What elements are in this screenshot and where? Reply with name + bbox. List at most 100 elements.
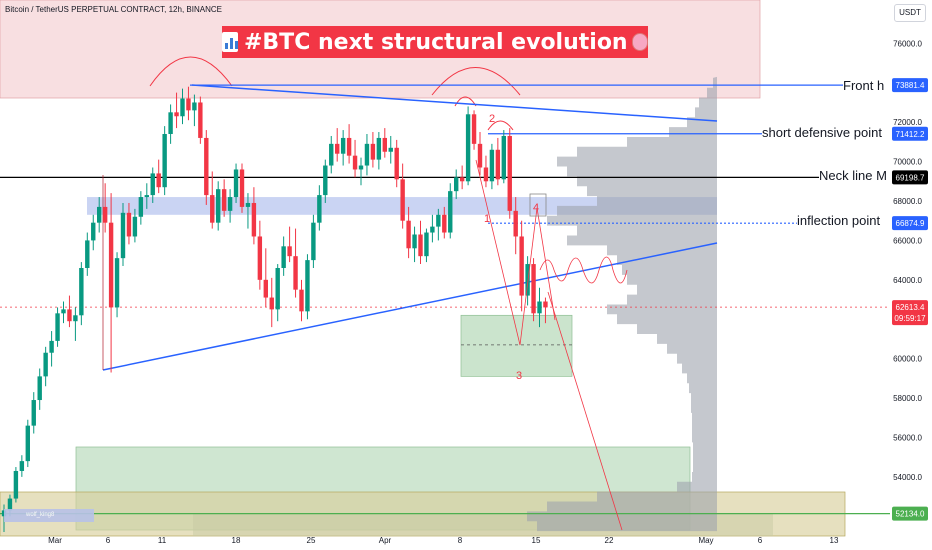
bar-chart-icon: [222, 32, 238, 52]
candle-body-28: [168, 112, 173, 134]
candle-body-78: [465, 114, 471, 182]
candle-body-67: [400, 179, 405, 221]
y-tick-66000: 66000.0: [893, 236, 922, 245]
currency-button[interactable]: USDT: [894, 4, 926, 22]
candle-body-31: [186, 98, 191, 111]
candle-body-91: [543, 301, 548, 308]
candle-body-90: [537, 301, 542, 314]
arc-wave2: [487, 120, 514, 131]
descending-trendline: [191, 84, 718, 122]
candle-body-32: [192, 102, 197, 111]
x-tick-10: 6: [758, 536, 763, 545]
candle-body-0: [1, 510, 7, 517]
price-tag-bg-4: [892, 300, 928, 315]
candle-body-88: [525, 264, 530, 296]
candle-body-60: [358, 165, 364, 170]
wave3-target-zone: [460, 314, 573, 377]
chart-title-banner: #BTC next structural evolution: [222, 26, 648, 58]
candle-body-86: [513, 210, 518, 237]
candle-body-83: [495, 149, 501, 180]
candle-body-37: [221, 189, 227, 211]
price-tag-0: 73881.4: [896, 81, 925, 90]
candle-body-1: [7, 498, 13, 511]
price-tag-3: 66874.9: [896, 219, 925, 228]
chart-title: #BTC next structural evolution: [243, 29, 628, 55]
y-tick-72000: 72000.0: [893, 118, 922, 127]
candle-body-17: [102, 206, 108, 223]
candle-body-52: [311, 222, 316, 261]
candle-body-85: [507, 135, 512, 211]
candle-body-63: [376, 137, 382, 160]
candle-body-18: [108, 222, 114, 308]
y-tick-60000: 60000.0: [893, 355, 922, 364]
candle-body-51: [305, 260, 310, 312]
candle-body-57: [340, 137, 346, 154]
wave-oscillation: [539, 256, 628, 284]
candle-body-62: [370, 143, 376, 160]
price-tag-bg-0: [892, 78, 928, 93]
candle-body-61: [364, 143, 370, 166]
candle-body-20: [120, 212, 126, 259]
candle-body-8: [49, 340, 54, 353]
candle-body-79: [471, 114, 477, 144]
level-label-short-defensive: short defensive point: [762, 125, 882, 140]
candle-body-29: [174, 112, 179, 117]
arc-right-top: [431, 67, 521, 96]
candle-body-45: [269, 297, 274, 310]
candle-body-36: [216, 189, 221, 223]
candle-body-82: [489, 149, 495, 182]
wave-label-4: 4: [533, 202, 539, 214]
y-tick-68000: 68000.0: [893, 197, 922, 206]
candle-body-49: [293, 256, 298, 290]
y-tick-70000: 70000.0: [893, 158, 922, 167]
candle-body-66: [394, 147, 399, 180]
candle-body-33: [198, 102, 203, 138]
candle-body-44: [263, 279, 268, 298]
level-label-neck-line: Neck line M: [819, 168, 887, 183]
symbol-header[interactable]: Bitcoin / TetherUS PERPETUAL CONTRACT, 1…: [5, 5, 222, 14]
candle-body-40: [239, 169, 245, 207]
candle-body-24: [144, 195, 149, 198]
candle-body-25: [150, 173, 155, 196]
price-tag-bg-3: [892, 216, 928, 231]
price-tag-bg-5: [892, 506, 928, 521]
arc-left-top: [149, 56, 233, 87]
candle-body-16: [97, 206, 102, 223]
projected-decline-line: [547, 291, 623, 531]
candle-body-10: [61, 309, 66, 314]
price-tag-1: 71412.2: [896, 130, 925, 139]
wave-path-1-3: [475, 159, 556, 346]
candle-body-12: [73, 315, 78, 322]
x-tick-6: 8: [458, 536, 463, 545]
candle-body-41: [245, 202, 251, 207]
candle-body-74: [442, 214, 447, 233]
candle-body-55: [329, 143, 334, 166]
candle-body-19: [114, 258, 120, 308]
candle-body-4: [25, 425, 30, 462]
ascending-trendline: [102, 242, 718, 371]
price-tag-5: 52134.0: [896, 510, 925, 519]
candle-body-69: [412, 234, 417, 249]
countdown-label: 09:59:17: [894, 314, 926, 323]
candle-body-6: [37, 376, 42, 401]
candle-body-80: [477, 143, 483, 168]
candle-body-9: [55, 313, 60, 341]
candle-body-59: [352, 155, 358, 170]
countdown-bg: [892, 311, 928, 326]
candle-body-48: [287, 246, 292, 257]
candle-body-76: [454, 177, 459, 192]
wave-label-3: 3: [516, 370, 522, 382]
candle-body-21: [126, 212, 132, 237]
x-tick-4: 25: [307, 536, 316, 545]
candle-body-47: [281, 246, 286, 268]
candle-body-84: [501, 135, 506, 180]
candle-body-42: [251, 202, 257, 237]
wave-label-1: 1: [484, 213, 490, 225]
candle-body-23: [138, 197, 144, 217]
candle-body-54: [323, 165, 328, 196]
x-tick-8: 22: [605, 536, 614, 545]
x-tick-9: May: [698, 536, 713, 545]
candle-body-89: [531, 264, 536, 314]
